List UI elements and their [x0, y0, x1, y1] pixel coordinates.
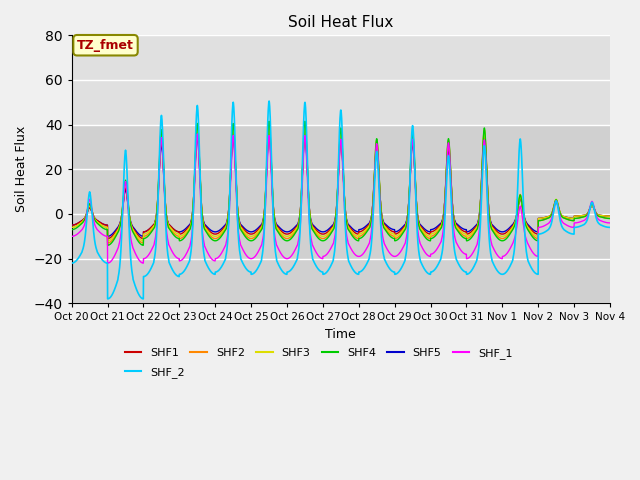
- Bar: [72, 125, 610, 303]
- Y-axis label: Soil Heat Flux: Soil Heat Flux: [15, 126, 28, 213]
- Text: TZ_fmet: TZ_fmet: [77, 39, 134, 52]
- Legend: SHF_2: SHF_2: [120, 362, 189, 382]
- Title: Soil Heat Flux: Soil Heat Flux: [288, 15, 394, 30]
- X-axis label: Time: Time: [326, 328, 356, 341]
